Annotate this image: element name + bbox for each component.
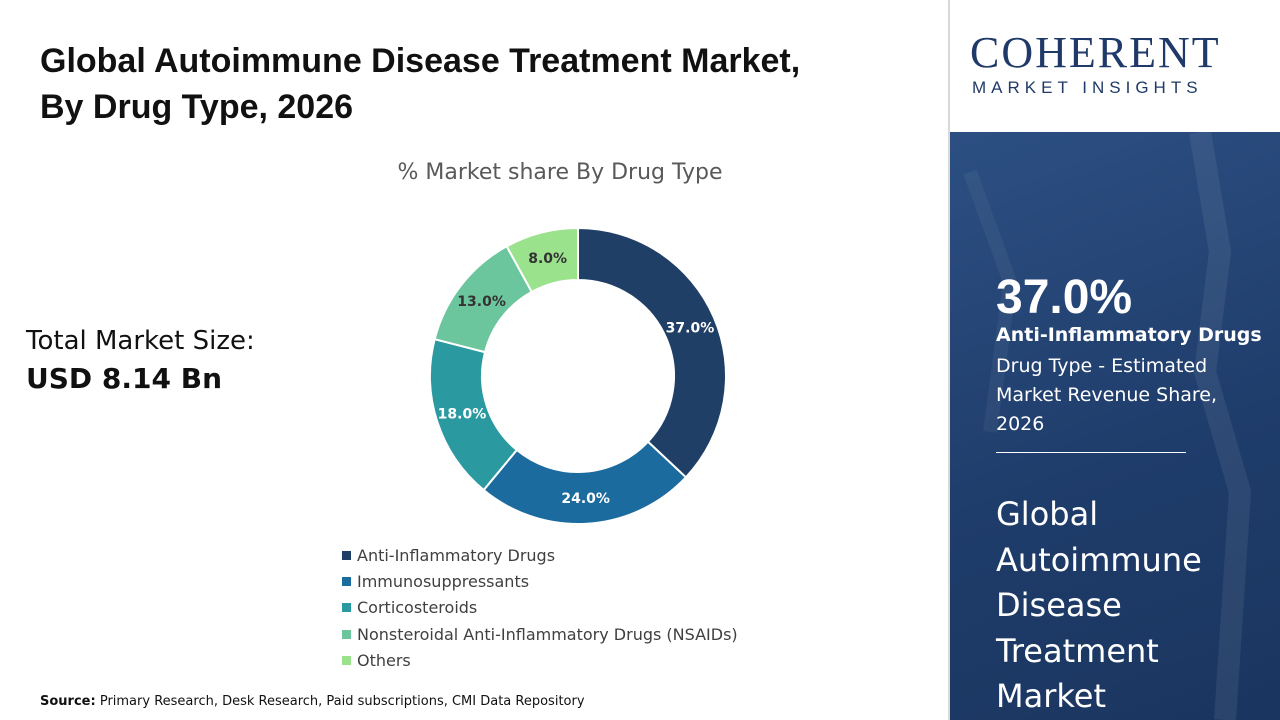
highlight-panel: 37.0% Anti-Inflammatory Drugs Drug Type …: [950, 132, 1280, 720]
donut-chart: 37.0% 24.0% 18.0% 13.0% 8.0%: [429, 226, 727, 525]
legend-swatch: [342, 603, 351, 613]
page-title: Global Autoimmune Disease Treatment Mark…: [40, 38, 920, 130]
logo-wordmark: COHERENT: [970, 28, 1221, 77]
legend-swatch: [342, 576, 351, 586]
title-line-1: Global Autoimmune Disease Treatment Mark…: [40, 42, 801, 80]
legend-item: Immunosuppressants: [342, 568, 738, 594]
logo-tagline: MARKET INSIGHTS: [972, 78, 1203, 97]
source-text: Primary Research, Desk Research, Paid su…: [99, 694, 585, 709]
highlight-description: Drug Type - Estimated Market Revenue Sha…: [996, 355, 1218, 435]
legend-item: Nonsteroidal Anti-Inflammatory Drugs (NS…: [342, 621, 738, 647]
highlight-segment: Anti-Inflammatory Drugs: [996, 324, 1262, 346]
legend-item: Anti-Inflammatory Drugs: [342, 542, 738, 568]
source-label: Source:: [40, 694, 96, 709]
slice-data-label: 18.0%: [438, 407, 487, 423]
side-panel: COHERENT MARKET INSIGHTS 37.0% Anti-Infl…: [950, 0, 1280, 720]
slice-data-label: 8.0%: [528, 251, 567, 267]
source-note: Source: Primary Research, Desk Research,…: [40, 694, 585, 709]
total-market-label: Total Market Size:: [26, 326, 255, 356]
donut-slice: [505, 226, 579, 294]
panel-background-texture: [963, 132, 1252, 720]
legend-label: Others: [357, 650, 411, 670]
legend-swatch: [342, 655, 351, 665]
legend-label: Anti-Inflammatory Drugs: [357, 545, 556, 565]
donut-slice: [577, 226, 727, 479]
slice-data-label: 24.0%: [561, 491, 610, 507]
chart-legend: Anti-Inflammatory Drugs Immunosuppressant…: [342, 542, 738, 673]
main-area: Global Autoimmune Disease Treatment Mark…: [26, 38, 920, 709]
total-market-value: USD 8.14 Bn: [26, 362, 222, 395]
legend-label: Corticosteroids: [357, 598, 478, 618]
legend-label: Immunosuppressants: [357, 571, 530, 591]
slice-data-label: 13.0%: [457, 294, 506, 310]
donut-slice: [482, 440, 688, 525]
title-line-2: By Drug Type, 2026: [40, 88, 354, 126]
legend-item: Corticosteroids: [342, 595, 738, 621]
panel-rule: [996, 452, 1186, 453]
panel-title: Global Autoimmune Disease Treatment Mark…: [996, 495, 1202, 715]
chart-title: % Market share By Drug Type: [397, 160, 723, 185]
legend-label: Nonsteroidal Anti-Inflammatory Drugs (NS…: [357, 624, 738, 644]
legend-swatch: [342, 629, 351, 639]
divider: [948, 0, 950, 720]
logo: COHERENT MARKET INSIGHTS: [950, 0, 1280, 132]
legend-swatch: [342, 550, 351, 560]
highlight-value: 37.0%: [996, 271, 1133, 324]
legend-item: Others: [342, 647, 738, 673]
slice-data-label: 37.0%: [666, 321, 715, 337]
